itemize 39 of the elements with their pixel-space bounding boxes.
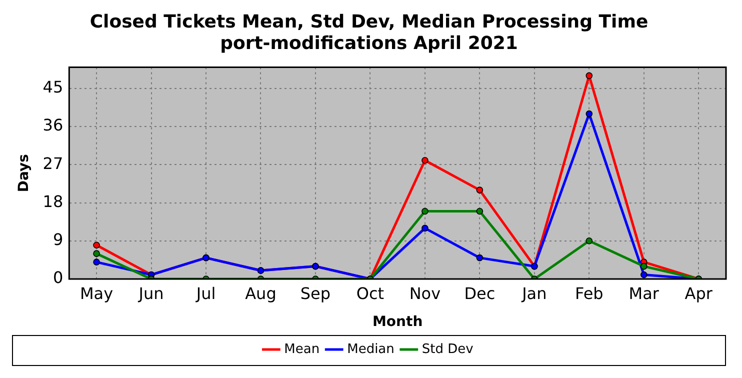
y-tick-label: 9 [52,230,64,250]
point [640,262,648,270]
y-tick-label: 27 [42,154,64,173]
point [93,258,100,266]
y-tick-label: 36 [42,116,64,135]
legend-label: Median [347,342,394,357]
x-tick-label: Aug [245,284,276,303]
x-tick-label: Mar [628,284,660,303]
y-axis-title: Days [16,154,32,192]
y-tick-label: 45 [42,78,64,97]
point [422,156,428,164]
chart-title: Closed Tickets Mean, Std Dev, Median Processing Time [90,11,648,32]
point [93,242,100,249]
point [586,110,593,118]
y-tick-label: 0 [52,268,64,288]
x-tick-label: Oct [356,284,384,303]
point [586,237,593,244]
legend-label: Std Dev [422,342,474,357]
x-tick-label: Feb [574,284,604,303]
x-tick-label: Jan [521,284,547,303]
point [422,208,428,215]
chart-subtitle: port-modifications April 2021 [220,33,518,54]
y-tick-label: 18 [42,192,64,211]
x-tick-label: Jun [138,284,164,303]
point [640,271,648,278]
point [422,224,428,232]
x-tick-label: Nov [409,284,441,303]
x-tick-label: Jul [195,284,216,303]
x-tick-label: Dec [464,284,496,303]
x-tick-label: May [80,284,114,303]
point [586,72,593,80]
point [476,254,484,262]
point [476,186,484,194]
x-axis-title: Month [372,314,423,330]
x-tick-label: Sep [300,284,331,303]
point [93,250,100,257]
point [476,208,484,215]
legend-label: Mean [284,342,320,357]
x-tick-label: Apr [684,284,713,303]
